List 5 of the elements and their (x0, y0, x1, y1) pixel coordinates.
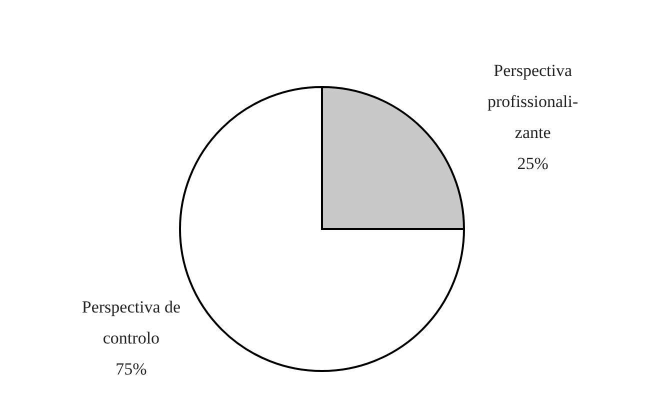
pie-slice (179, 86, 465, 372)
data-label: 75% (116, 359, 147, 378)
slice-label: Perspectiva profissionali- zante (488, 60, 579, 142)
slice-label: Perspectiva de controlo (82, 297, 181, 348)
data-label: 25% (517, 154, 548, 173)
